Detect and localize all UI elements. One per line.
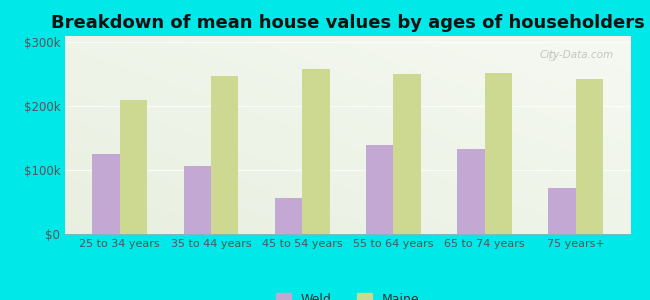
Bar	[183, 166, 211, 234]
Bar	[457, 149, 484, 234]
Bar	[576, 79, 603, 234]
Bar	[302, 69, 330, 234]
Bar	[120, 100, 147, 234]
Bar	[211, 76, 239, 234]
Bar	[275, 198, 302, 234]
Title: Breakdown of mean house values by ages of householders: Breakdown of mean house values by ages o…	[51, 14, 645, 32]
Legend: Weld, Maine: Weld, Maine	[271, 288, 424, 300]
Bar	[484, 73, 512, 234]
Bar	[92, 154, 120, 234]
Bar	[549, 188, 576, 234]
Text: ⓘ: ⓘ	[549, 50, 554, 60]
Bar	[366, 145, 393, 234]
Bar	[393, 74, 421, 234]
Text: City-Data.com: City-Data.com	[540, 50, 614, 60]
